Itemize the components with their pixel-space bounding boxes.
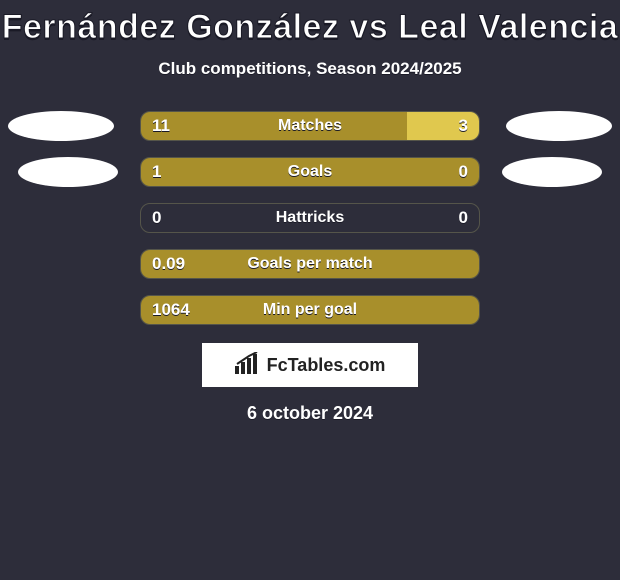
stat-bar [140, 111, 480, 141]
stat-bar [140, 249, 480, 279]
comparison-card: Fernández González vs Leal Valencia Club… [0, 0, 620, 580]
page-title: Fernández González vs Leal Valencia [0, 8, 620, 47]
stat-bar [140, 203, 480, 233]
bar-segment-player1 [141, 296, 479, 324]
date-text: 6 october 2024 [0, 403, 620, 424]
branding-text: FcTables.com [267, 355, 386, 376]
stat-row: Goals10 [0, 157, 620, 187]
stat-row: Matches113 [0, 111, 620, 141]
subtitle: Club competitions, Season 2024/2025 [0, 59, 620, 79]
player2-marker [506, 111, 612, 141]
chart-icon [235, 352, 261, 379]
stat-bar [140, 295, 480, 325]
player2-marker [502, 157, 602, 187]
player1-marker [8, 111, 114, 141]
bar-segment-player1 [141, 158, 479, 186]
stat-row: Hattricks00 [0, 203, 620, 233]
player1-marker [18, 157, 118, 187]
stat-bar [140, 157, 480, 187]
stat-row: Min per goal1064 [0, 295, 620, 325]
branding-badge: FcTables.com [202, 343, 418, 387]
bar-segment-player1 [141, 250, 479, 278]
bar-segment-player1 [141, 112, 407, 140]
bar-segment-player2 [407, 112, 479, 140]
stat-row: Goals per match0.09 [0, 249, 620, 279]
stat-rows: Matches113 Goals10 Hattricks00 Goals per ma… [0, 111, 620, 325]
